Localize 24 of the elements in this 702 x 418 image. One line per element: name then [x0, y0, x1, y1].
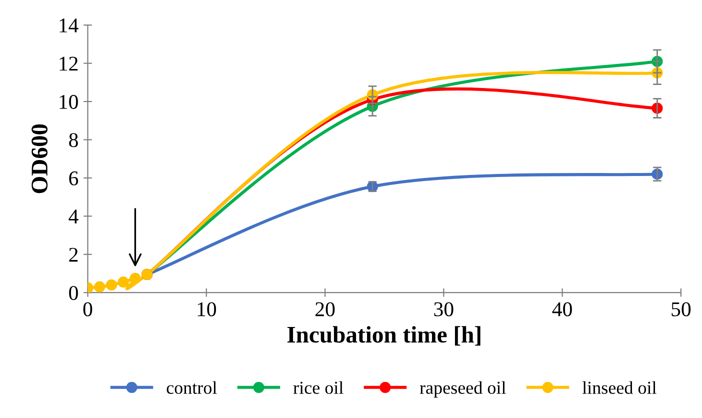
x-axis-title: Incubation time [h] [287, 326, 480, 346]
point [94, 281, 106, 292]
y-tick-label: 14 [60, 18, 78, 32]
legend-label: rice oil [293, 381, 344, 394]
y-tick-label: 0 [69, 286, 78, 300]
x-tick-label: 0 [83, 302, 92, 316]
x-tick-label: 50 [672, 302, 691, 316]
x-tick-label: 10 [198, 302, 216, 316]
x-tick-label: 40 [552, 302, 572, 316]
x-tick-label: 30 [434, 302, 454, 316]
y-tick-label: 2 [69, 248, 78, 262]
y-tick-label: 12 [60, 56, 78, 71]
legend-label: rapeseed oil [420, 381, 506, 398]
point [106, 279, 118, 291]
y-tick-label: 4 [68, 210, 78, 224]
point [118, 276, 129, 288]
y-tick-label: 10 [60, 94, 78, 109]
legend-label: linseed oil [582, 381, 656, 394]
point [130, 272, 141, 284]
y-tick-label: 8 [69, 133, 78, 148]
y-tick-label: 6 [69, 171, 78, 186]
y-axis-title: OD600 [32, 124, 48, 194]
x-tick-label: 20 [316, 302, 335, 316]
legend-label: control [166, 381, 217, 394]
